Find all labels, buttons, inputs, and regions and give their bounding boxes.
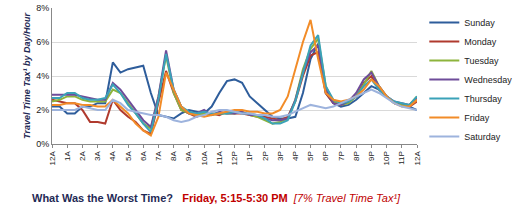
svg-text:3A: 3A xyxy=(93,151,102,161)
svg-text:3P: 3P xyxy=(276,151,285,161)
svg-text:Monday: Monday xyxy=(464,37,497,47)
svg-text:8%: 8% xyxy=(36,3,49,13)
svg-text:11P: 11P xyxy=(397,151,406,165)
svg-text:Travel Time Tax¹ by Day/Hour: Travel Time Tax¹ by Day/Hour xyxy=(22,13,32,139)
svg-text:Friday: Friday xyxy=(464,113,490,123)
svg-text:What Was the Worst Time? Fri: What Was the Worst Time? Friday, 5:15-5:… xyxy=(32,192,401,204)
svg-text:1P: 1P xyxy=(245,151,254,161)
svg-text:1A: 1A xyxy=(63,151,72,161)
svg-text:9A: 9A xyxy=(184,151,193,161)
svg-text:2P: 2P xyxy=(261,151,270,161)
svg-text:2%: 2% xyxy=(36,105,49,115)
svg-text:6A: 6A xyxy=(139,151,148,161)
svg-text:7A: 7A xyxy=(154,151,163,161)
svg-text:8P: 8P xyxy=(352,151,361,161)
svg-text:7P: 7P xyxy=(337,151,346,161)
svg-text:4A: 4A xyxy=(108,151,117,161)
svg-text:10A: 10A xyxy=(200,151,209,166)
svg-text:11A: 11A xyxy=(215,151,224,165)
svg-text:Thursday: Thursday xyxy=(464,94,502,104)
svg-text:9P: 9P xyxy=(367,151,376,161)
svg-text:2A: 2A xyxy=(78,151,87,161)
svg-text:0%: 0% xyxy=(36,139,49,149)
svg-text:5A: 5A xyxy=(124,151,133,161)
svg-text:6P: 6P xyxy=(321,151,330,161)
svg-text:10P: 10P xyxy=(382,151,391,165)
svg-text:Saturday: Saturday xyxy=(464,132,501,142)
svg-text:Sunday: Sunday xyxy=(464,18,495,28)
svg-text:Wednesday: Wednesday xyxy=(464,75,512,85)
svg-text:5P: 5P xyxy=(306,151,315,161)
svg-text:12A: 12A xyxy=(48,151,57,166)
svg-text:8A: 8A xyxy=(169,151,178,161)
svg-text:Tuesday: Tuesday xyxy=(464,56,499,66)
svg-text:4P: 4P xyxy=(291,151,300,161)
svg-text:12A: 12A xyxy=(413,151,422,166)
svg-text:6%: 6% xyxy=(36,37,49,47)
svg-text:4%: 4% xyxy=(36,71,49,81)
svg-text:12P: 12P xyxy=(230,151,239,165)
